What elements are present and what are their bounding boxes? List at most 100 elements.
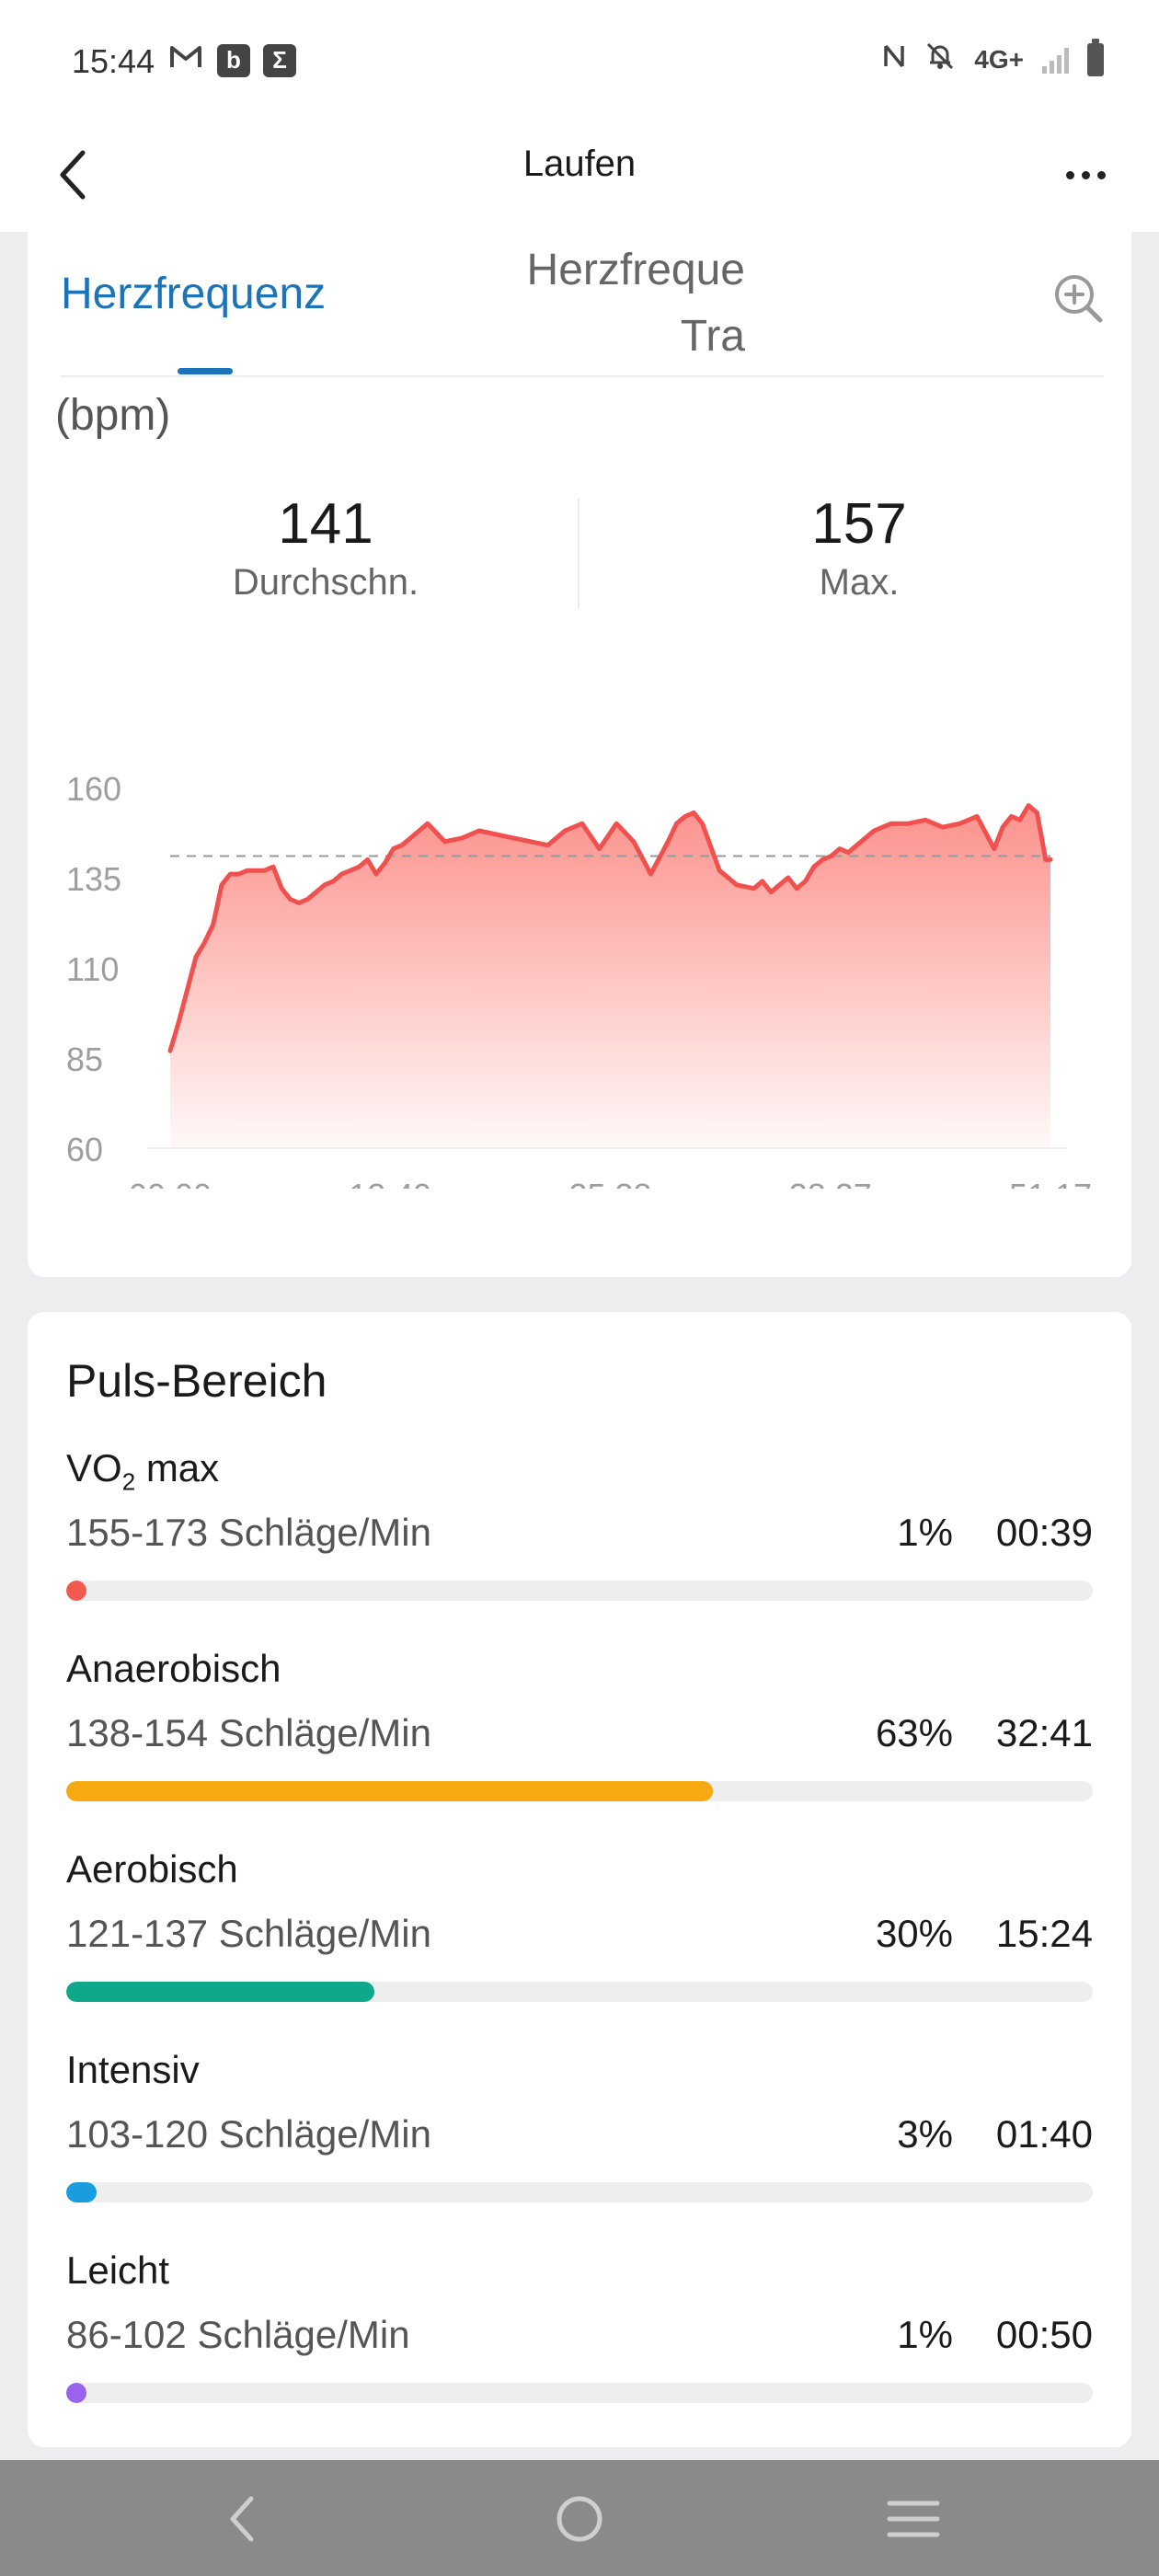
nav-back-button[interactable] [201, 2484, 283, 2554]
zoom-in-icon [1055, 275, 1103, 323]
zone-time: 00:50 [995, 2313, 1093, 2356]
zone-row: VO2 max 155-173 Schläge/Min 1% 00:39 [66, 1446, 1093, 1621]
zone-range: 138-154 Schläge/Min [66, 1711, 431, 1754]
zone-range: 103-120 Schläge/Min [66, 2112, 431, 2156]
heart-rate-area [170, 805, 1050, 1148]
zone-percent: 1% [897, 2313, 953, 2356]
zones-title: Puls-Bereich [66, 1355, 327, 1407]
zone-progress-fill [66, 1781, 714, 1801]
zone-name-subscript: 2 [121, 1467, 136, 1496]
signal-icon [1042, 46, 1069, 74]
nav-recents-button[interactable] [872, 2484, 955, 2554]
zone-row: Intensiv 103-120 Schläge/Min 3% 01:40 [66, 2048, 1093, 2223]
zone-name-text: Intensiv [66, 2048, 200, 2091]
zone-name: Intensiv [66, 2048, 200, 2092]
x-tick-label: 12:49 [349, 1177, 431, 1189]
zone-name-text: VO [66, 1446, 122, 1489]
zone-progress-fill [66, 2383, 86, 2403]
max-value: 157 [811, 492, 907, 556]
y-tick-label: 60 [66, 1131, 103, 1168]
zone-time: 00:39 [995, 1511, 1093, 1554]
zone-progress-track [66, 2182, 1093, 2202]
tab-divider [61, 375, 1104, 377]
avg-value: 141 [278, 492, 373, 556]
zone-time: 32:41 [995, 1711, 1093, 1754]
zone-percent: 63% [875, 1711, 953, 1754]
gmail-icon [167, 42, 204, 78]
tab-label-line1: Herzfreque [526, 246, 745, 294]
zone-progress-fill [66, 1581, 86, 1601]
nav-home-icon [557, 2496, 602, 2542]
chevron-left-icon [60, 150, 86, 200]
x-tick-label: 25:38 [568, 1177, 651, 1189]
more-dot-icon [1096, 170, 1106, 179]
zone-percent: 1% [897, 1511, 953, 1554]
more-dot-icon [1065, 170, 1074, 179]
battery-icon [1087, 38, 1104, 76]
page-title: Laufen [522, 144, 637, 184]
zone-name: Leicht [66, 2248, 169, 2293]
zone-row: Leicht 86-102 Schläge/Min 1% 00:50 [66, 2248, 1093, 2423]
unit-label: (bpm) [55, 391, 171, 440]
tab-heart-rate-trend[interactable]: Herzfreque Tra [469, 237, 745, 370]
nav-back-icon [230, 2496, 254, 2542]
zone-range: 155-173 Schläge/Min [66, 1511, 431, 1554]
zone-percent: 3% [897, 2112, 953, 2156]
zone-name-text: Leicht [66, 2248, 170, 2292]
zone-name-text: Anaerobisch [66, 1647, 281, 1690]
sigma-app-icon: Σ [263, 43, 296, 77]
heart-rate-card: Herzfrequenz Herzfreque Tra (bpm) 141 Du… [28, 232, 1131, 1277]
heart-rate-chart: 160 135 110 85 60 00:00 12:49 25:38 38:27 51:17 [66, 770, 1092, 1189]
active-tab-indicator [178, 368, 233, 374]
zone-row: Anaerobisch 138-154 Schläge/Min 63% 32:41 [66, 1647, 1093, 1822]
y-tick-label: 160 [66, 770, 121, 808]
x-tick-label: 51:17 [1009, 1177, 1092, 1189]
nav-recents-icon [887, 2501, 940, 2537]
nav-home-button[interactable] [538, 2484, 621, 2554]
status-time: 15:44 [72, 42, 155, 80]
avg-stat: 141 Durchschn. [68, 491, 583, 604]
more-options-button[interactable] [1049, 138, 1122, 212]
system-nav-bar [0, 2460, 1159, 2576]
b-app-icon: b [217, 43, 250, 77]
zone-time: 01:40 [995, 2112, 1093, 2156]
x-tick-label: 00:00 [129, 1177, 212, 1189]
zone-progress-track [66, 1982, 1093, 2002]
zone-progress-track [66, 1581, 1093, 1601]
zone-name: Anaerobisch [66, 1647, 281, 1691]
x-tick-label: 38:27 [789, 1177, 872, 1189]
y-tick-label: 110 [66, 950, 119, 988]
zone-progress-track [66, 1781, 1093, 1801]
network-type: 4G+ [974, 44, 1024, 74]
max-stat: 157 Max. [602, 491, 1117, 604]
tab-heart-rate[interactable]: Herzfrequenz [61, 270, 327, 318]
nfc-icon [882, 42, 906, 76]
zone-time: 15:24 [995, 1912, 1093, 1955]
app-header: Laufen [0, 121, 1159, 232]
zone-name-suffix: max [135, 1446, 220, 1489]
system-icons: 4G+ [882, 38, 1104, 78]
zone-progress-fill [66, 2182, 98, 2202]
stat-divider [578, 499, 580, 609]
zone-name: Aerobisch [66, 1847, 238, 1892]
notification-icons: b Σ [167, 42, 296, 78]
mute-icon [924, 40, 956, 78]
more-dot-icon [1081, 170, 1090, 179]
zone-progress-fill [66, 1982, 374, 2002]
y-tick-label: 85 [66, 1041, 103, 1078]
zone-progress-track [66, 2383, 1093, 2403]
back-button[interactable] [37, 138, 110, 212]
zone-row: Aerobisch 121-137 Schläge/Min 30% 15:24 [66, 1847, 1093, 2022]
y-tick-label: 135 [66, 860, 121, 898]
zone-name: VO2 max [66, 1446, 219, 1496]
zone-percent: 30% [875, 1912, 953, 1955]
zoom-in-button[interactable] [1050, 270, 1107, 328]
heart-rate-zones-card: Puls-Bereich VO2 max 155-173 Schläge/Min 1… [28, 1312, 1131, 2447]
zone-range: 121-137 Schläge/Min [66, 1912, 431, 1955]
zone-range: 86-102 Schläge/Min [66, 2313, 410, 2356]
tab-label-line2: Tra [680, 312, 745, 361]
heart-rate-line [167, 803, 1053, 1053]
status-bar: 15:44 b Σ 4G+ [0, 0, 1159, 121]
zone-name-text: Aerobisch [66, 1847, 238, 1891]
avg-label: Durchschn. [232, 562, 419, 603]
